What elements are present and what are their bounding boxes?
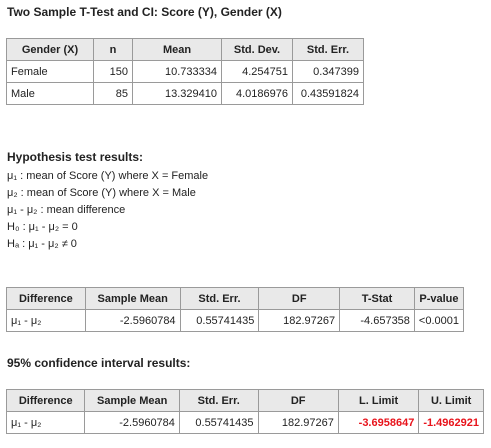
cell-df: 182.97267	[258, 309, 341, 332]
cell-n: 85	[93, 82, 133, 105]
hypothesis-line: μ₁ - μ₂ : mean difference	[7, 204, 126, 216]
cell-std-err: 0.55741435	[179, 309, 260, 332]
test-results-table: Difference Sample Mean Std. Err. DF T-St…	[6, 287, 465, 332]
cell-difference: μ₁ - μ₂	[6, 309, 86, 332]
col-mean: Mean	[132, 38, 222, 61]
col-std-dev: Std. Dev.	[221, 38, 293, 61]
table-row: μ₁ - μ₂ -2.5960784 0.55741435 182.97267 …	[6, 309, 465, 332]
col-sample-mean: Sample Mean	[84, 389, 180, 412]
cell-df: 182.97267	[257, 411, 339, 434]
col-difference: Difference	[6, 287, 86, 310]
table-row: Female 150 10.733334 4.254751 0.347399	[6, 60, 364, 83]
cell-sample-mean: -2.5960784	[84, 309, 181, 332]
hypothesis-lines: μ₁ : mean of Score (Y) where X = Female …	[7, 168, 208, 253]
cell-lower-limit: -3.6958647	[337, 411, 420, 434]
col-upper-limit: U. Limit	[418, 389, 484, 412]
table-header-row: Difference Sample Mean Std. Err. DF L. L…	[5, 389, 484, 412]
table-header-row: Difference Sample Mean Std. Err. DF T-St…	[6, 287, 465, 310]
cell-n: 150	[93, 60, 133, 83]
col-std-err: Std. Err.	[178, 389, 259, 412]
col-std-err: Std. Err.	[292, 38, 364, 61]
col-df: DF	[257, 389, 339, 412]
cell-p-value: <0.0001	[413, 309, 465, 332]
col-sample-mean: Sample Mean	[84, 287, 181, 310]
cell-sample-mean: -2.5960784	[84, 411, 180, 434]
hypothesis-line: μ₂ : mean of Score (Y) where X = Male	[7, 187, 196, 199]
hypothesis-line: H₀ : μ₁ - μ₂ = 0	[7, 221, 78, 233]
col-df: DF	[258, 287, 341, 310]
ci-heading: 95% confidence interval results:	[7, 356, 191, 370]
col-lower-limit: L. Limit	[337, 389, 420, 412]
cell-upper-limit: -1.4962921	[418, 411, 484, 434]
ci-results-table: Difference Sample Mean Std. Err. DF L. L…	[5, 389, 484, 434]
cell-std-dev: 4.254751	[221, 60, 293, 83]
hypothesis-line: Hₐ : μ₁ - μ₂ ≠ 0	[7, 238, 77, 250]
table-header-row: Gender (X) n Mean Std. Dev. Std. Err.	[6, 38, 364, 61]
col-n: n	[93, 38, 133, 61]
col-t-stat: T-Stat	[339, 287, 415, 310]
cell-mean: 13.329410	[132, 82, 222, 105]
col-std-err: Std. Err.	[179, 287, 260, 310]
col-difference: Difference	[5, 389, 86, 412]
hypothesis-line: μ₁ : mean of Score (Y) where X = Female	[7, 170, 209, 182]
col-gender: Gender (X)	[6, 38, 94, 61]
summary-table: Gender (X) n Mean Std. Dev. Std. Err. Fe…	[6, 38, 364, 105]
page-title: Two Sample T-Test and CI: Score (Y), Gen…	[7, 5, 282, 19]
cell-std-dev: 4.0186976	[221, 82, 293, 105]
cell-std-err: 0.347399	[292, 60, 364, 83]
cell-gender: Female	[6, 60, 94, 83]
hypothesis-heading: Hypothesis test results:	[7, 150, 144, 164]
cell-std-err: 0.55741435	[178, 411, 259, 434]
cell-mean: 10.733334	[132, 60, 222, 83]
table-row: μ₁ - μ₂ -2.5960784 0.55741435 182.97267 …	[5, 411, 484, 434]
col-p-value: P-value	[413, 287, 465, 310]
cell-std-err: 0.43591824	[292, 82, 364, 105]
cell-difference: μ₁ - μ₂	[5, 411, 86, 434]
table-row: Male 85 13.329410 4.0186976 0.43591824	[6, 82, 364, 105]
cell-gender: Male	[6, 82, 94, 105]
cell-t-stat: -4.657358	[339, 309, 415, 332]
